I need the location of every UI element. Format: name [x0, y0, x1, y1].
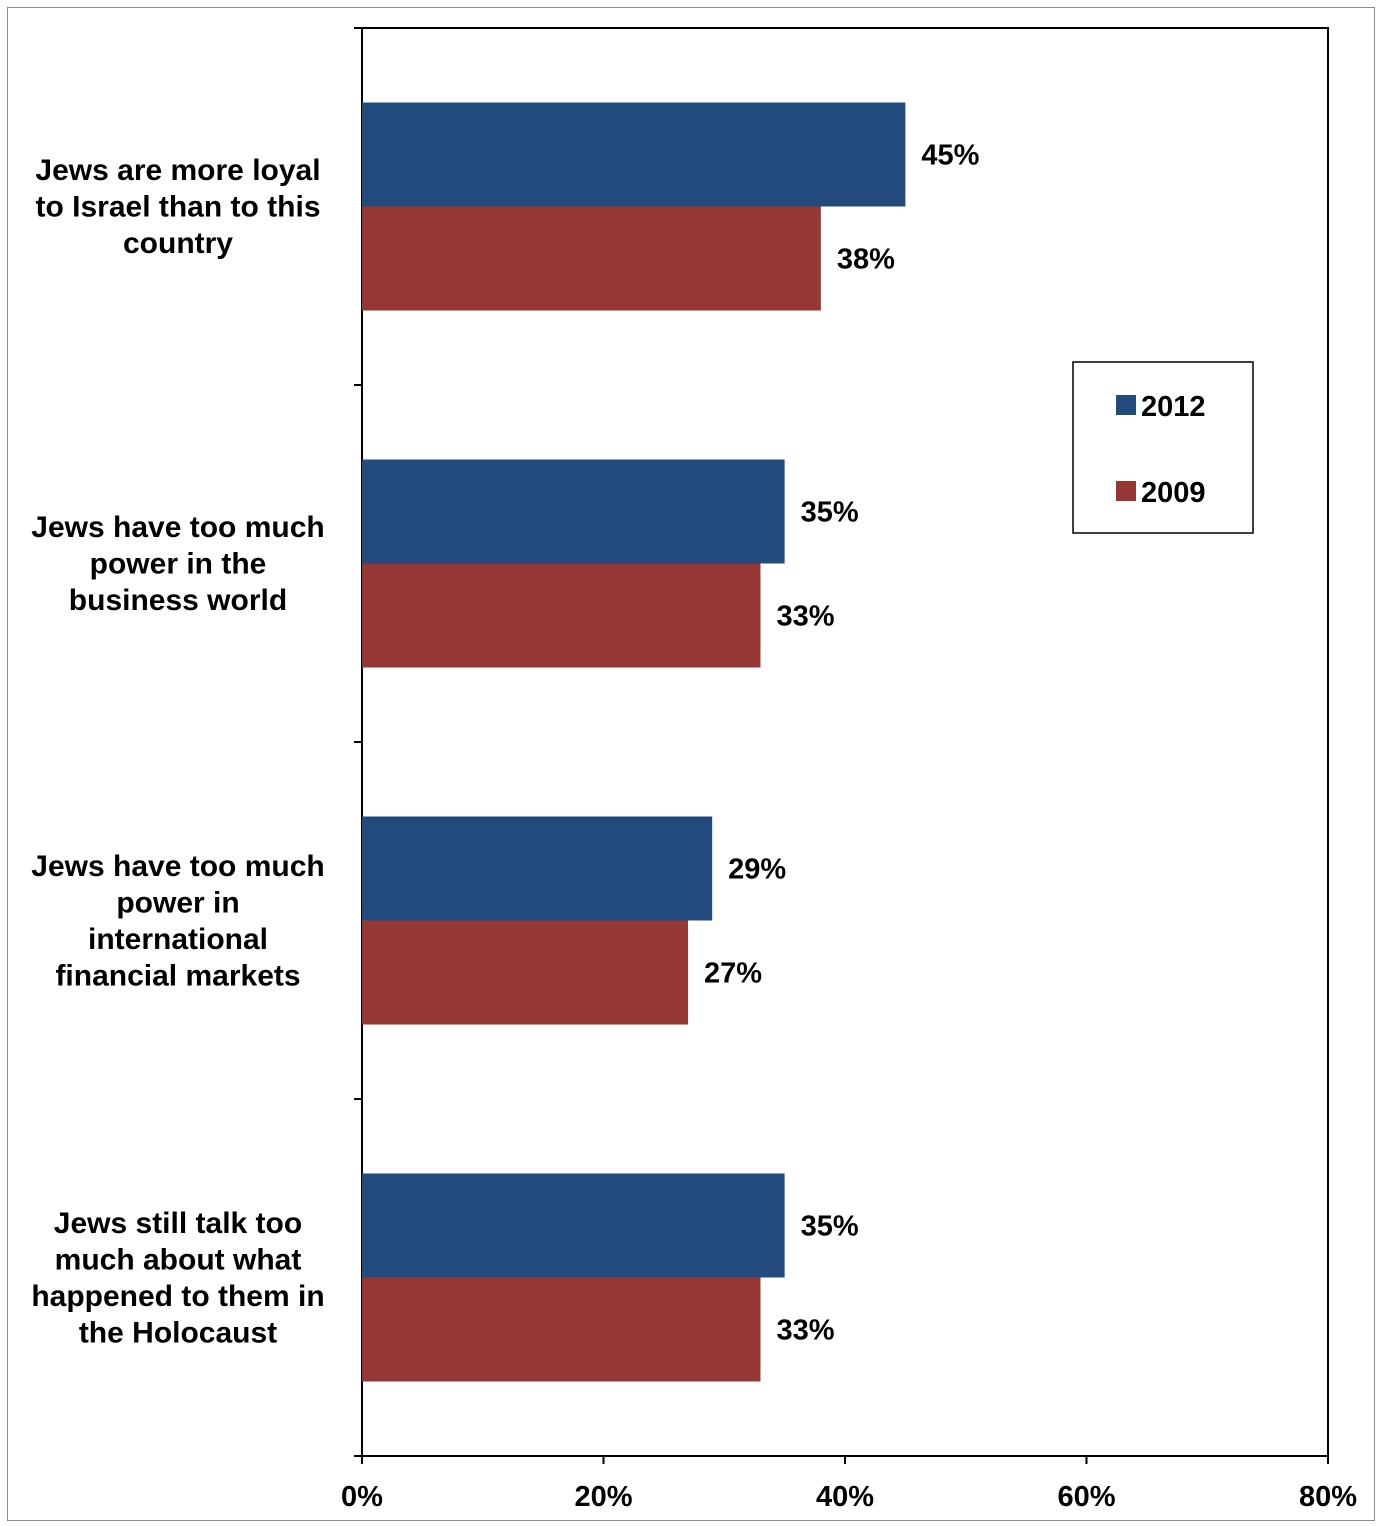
category-label: the Holocaust — [79, 1316, 277, 1349]
bar-2012 — [362, 816, 713, 921]
bar-2009 — [362, 920, 689, 1025]
legend-label: 2012 — [1141, 391, 1206, 423]
category-label: business world — [69, 584, 287, 617]
x-tick-label: 20% — [574, 1481, 632, 1513]
category-label: financial markets — [55, 959, 300, 992]
category-label: Jews are more loyal — [35, 154, 320, 187]
legend-swatch-2009 — [1116, 481, 1136, 501]
data-label-2009: 33% — [776, 601, 834, 633]
category-label: international — [88, 923, 268, 956]
category-label: power in the — [90, 548, 267, 581]
legend-box — [1072, 361, 1254, 534]
bar-2009 — [362, 1277, 761, 1382]
bar-2012 — [362, 1173, 785, 1278]
category-label: power in — [116, 886, 239, 919]
data-label-2012: 35% — [801, 497, 859, 529]
category-label: Jews have too much — [31, 850, 324, 883]
x-tick-label: 80% — [1299, 1481, 1357, 1513]
bar-2009 — [362, 563, 761, 668]
data-label-2009: 33% — [776, 1315, 834, 1347]
bar-2012 — [362, 459, 785, 564]
category-label: much about what — [55, 1243, 302, 1276]
category-label: Jews still talk too — [54, 1207, 302, 1240]
category-label: happened to them in — [31, 1280, 324, 1313]
data-label-2012: 35% — [801, 1211, 859, 1243]
legend-label: 2009 — [1141, 477, 1206, 509]
category-label: to Israel than to this — [35, 191, 320, 224]
x-tick-label: 40% — [816, 1481, 874, 1513]
bar-2009 — [362, 206, 821, 311]
x-tick-label: 60% — [1057, 1481, 1115, 1513]
bar-2012 — [362, 102, 906, 207]
data-label-2009: 38% — [837, 244, 895, 276]
data-label-2009: 27% — [704, 958, 762, 990]
category-label: Jews have too much — [31, 511, 324, 544]
data-label-2012: 29% — [728, 854, 786, 886]
category-label: country — [123, 227, 233, 260]
data-label-2012: 45% — [921, 140, 979, 172]
legend-swatch-2012 — [1116, 395, 1136, 415]
x-tick-label: 0% — [341, 1481, 383, 1513]
